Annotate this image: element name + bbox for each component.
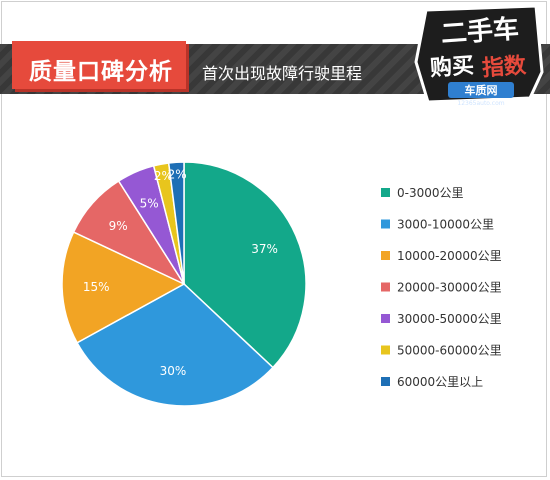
logo-line2b: 指数 (481, 52, 528, 81)
legend-swatch-5 (381, 345, 390, 355)
header: 质量口碑分析 首次出现故障行驶里程 二手车 购买 指数 车质网 12365aut… (0, 0, 550, 107)
slice-label-0: 37% (251, 242, 278, 256)
legend-label-1: 3000-10000公里 (397, 218, 494, 232)
legend-label-2: 10000-20000公里 (397, 249, 502, 263)
pie-slice-0 (183, 161, 307, 369)
legend-swatch-2 (381, 251, 390, 260)
slice-label-4: 5% (140, 196, 159, 210)
slice-label-6: 2% (168, 167, 187, 181)
slice-label-2: 15% (83, 280, 110, 294)
legend-label-3: 20000-30000公里 (397, 281, 502, 295)
logo-line2a: 购买 (429, 52, 475, 81)
legend-swatch-0 (381, 188, 390, 197)
legend-label-0: 0-3000公里 (397, 186, 464, 200)
legend-swatch-6 (381, 377, 390, 386)
pie-slice-6 (167, 161, 185, 285)
legend-swatch-3 (381, 282, 390, 292)
pie-slice-1 (76, 283, 274, 407)
logo-url: 12365auto.com (457, 100, 504, 107)
legend-label-5: 50000-60000公里 (397, 344, 502, 358)
chart-subtitle: 首次出现故障行驶里程 (202, 64, 363, 83)
brand-logo: 二手车 购买 指数 车质网 12365auto.com (414, 4, 544, 107)
page-title: 质量口碑分析 (29, 59, 173, 85)
logo-line1: 二手车 (440, 13, 520, 49)
slice-label-5: 2% (154, 169, 173, 183)
title-box (12, 41, 186, 89)
legend-swatch-4 (381, 314, 390, 323)
legend-swatch-1 (381, 219, 390, 229)
slice-label-1: 30% (160, 364, 187, 378)
slice-label-3: 9% (109, 219, 128, 233)
pie-slice-2 (61, 231, 186, 344)
logo-brand: 车质网 (465, 83, 498, 97)
legend-label-4: 30000-50000公里 (397, 312, 502, 326)
legend-label-6: 60000公里以上 (397, 375, 483, 389)
